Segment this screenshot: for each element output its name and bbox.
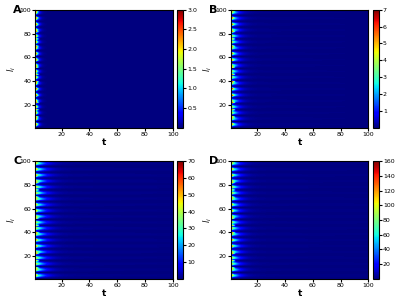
Text: D: D xyxy=(209,156,218,166)
X-axis label: t: t xyxy=(298,138,302,147)
Y-axis label: $l_i$: $l_i$ xyxy=(6,66,18,72)
Y-axis label: $l_i$: $l_i$ xyxy=(201,217,214,223)
Text: A: A xyxy=(13,5,22,15)
X-axis label: t: t xyxy=(298,289,302,299)
Text: B: B xyxy=(209,5,217,15)
X-axis label: t: t xyxy=(102,289,106,299)
X-axis label: t: t xyxy=(102,138,106,147)
Y-axis label: $l_i$: $l_i$ xyxy=(6,217,18,223)
Text: C: C xyxy=(13,156,21,166)
Y-axis label: $l_i$: $l_i$ xyxy=(201,66,214,72)
